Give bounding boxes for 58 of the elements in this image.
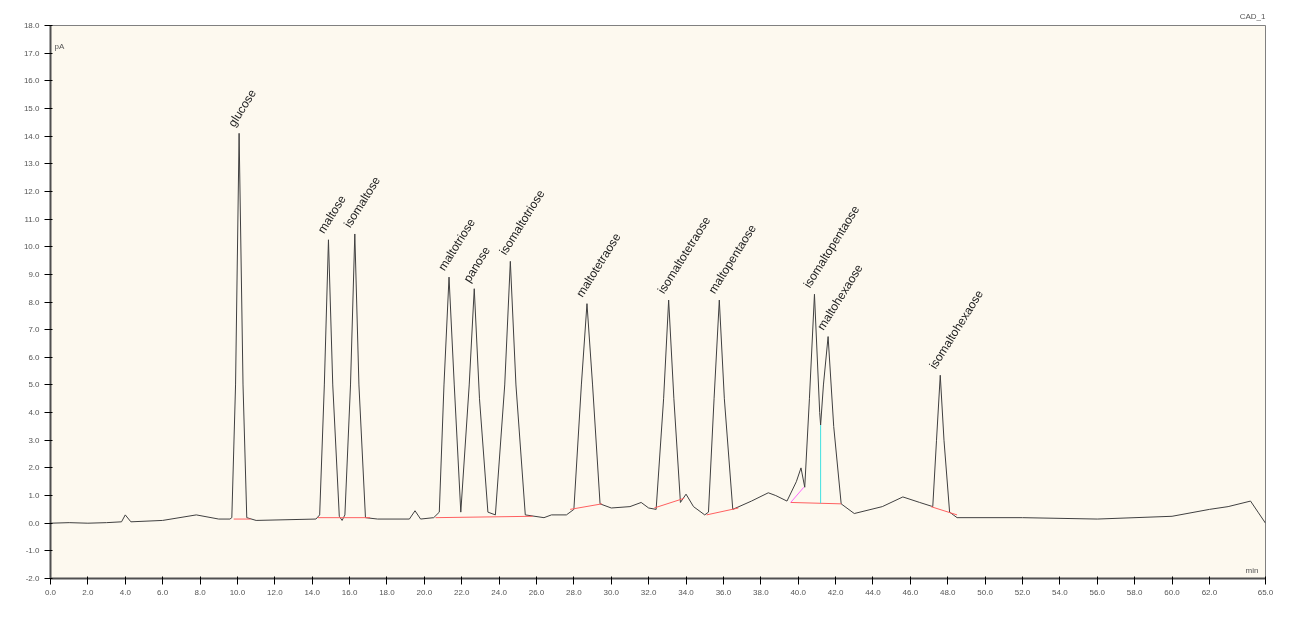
x-tick-label: 2.0 xyxy=(82,587,94,597)
y-tick-label: 8.0 xyxy=(28,297,41,307)
x-tick-label: 40.0 xyxy=(790,587,807,597)
x-tick-label: 50.0 xyxy=(977,587,994,597)
x-tick-label: 36.0 xyxy=(715,587,732,597)
y-tick-label: 10.0 xyxy=(23,242,41,252)
x-axis-title: min xyxy=(1245,565,1259,575)
x-tick-label: 18.0 xyxy=(379,587,396,597)
x-tick-label: 42.0 xyxy=(827,587,844,597)
y-axis-title: pA xyxy=(54,41,65,51)
x-tick-label: 44.0 xyxy=(865,587,882,597)
y-tick-label: 12.0 xyxy=(23,186,41,196)
x-tick-label: 48.0 xyxy=(939,587,957,597)
x-tick-label: 12.0 xyxy=(267,587,284,597)
x-tick-label: 14.0 xyxy=(304,587,321,597)
y-tick-label: 2.0 xyxy=(28,463,41,473)
x-tick-label: 20.0 xyxy=(416,587,433,597)
y-tick-label: 18.0 xyxy=(23,21,41,30)
x-tick-label: 4.0 xyxy=(119,587,132,597)
chart-title: CAD_1 xyxy=(1239,11,1267,21)
y-tick-label: 4.0 xyxy=(28,408,41,418)
y-tick-label: 0.0 xyxy=(28,518,41,528)
y-tick-label: 11.0 xyxy=(24,214,41,224)
y-tick-label: 3.0 xyxy=(28,435,41,445)
y-tick-label: 14.0 xyxy=(23,131,41,141)
y-tick-label: 15.0 xyxy=(23,103,41,113)
y-tick-label: -2.0 xyxy=(25,574,41,583)
y-tick-label: 16.0 xyxy=(23,76,41,86)
x-tick-label: 16.0 xyxy=(341,587,358,597)
x-tick-label: 32.0 xyxy=(640,587,657,597)
x-tick-label: 65.0 xyxy=(1257,587,1274,597)
y-tick-label: -1.0 xyxy=(25,546,41,556)
x-tick-label: 52.0 xyxy=(1014,587,1031,597)
x-tick-label: 22.0 xyxy=(453,587,471,597)
x-tick-label: 60.0 xyxy=(1164,587,1181,597)
y-tick-label: 6.0 xyxy=(28,352,41,362)
line-series xyxy=(50,132,1266,524)
x-tick-label: 30.0 xyxy=(603,587,620,597)
x-tick-label: 8.0 xyxy=(194,587,207,597)
y-tick-label: 7.0 xyxy=(28,325,41,335)
x-tick-label: 34.0 xyxy=(678,587,695,597)
x-tick-label: 10.0 xyxy=(229,587,246,597)
x-tick-label: 0.0 xyxy=(44,587,57,597)
x-tick-label: 24.0 xyxy=(491,587,508,597)
x-tick-label: 28.0 xyxy=(566,587,583,597)
y-tick-label: 9.0 xyxy=(28,269,41,279)
x-tick-label: 62.0 xyxy=(1201,587,1218,597)
x-tick-label: 54.0 xyxy=(1052,587,1069,597)
x-tick-label: 46.0 xyxy=(902,587,919,597)
y-tick-label: 1.0 xyxy=(28,491,41,501)
y-tick-label: 13.0 xyxy=(23,159,41,169)
x-tick-label: 26.0 xyxy=(528,587,545,597)
x-tick-label: 6.0 xyxy=(157,587,169,597)
y-tick-label: 5.0 xyxy=(28,380,41,390)
y-tick-label: 17.0 xyxy=(23,48,41,58)
x-tick-label: 56.0 xyxy=(1089,587,1106,597)
x-tick-label: 38.0 xyxy=(753,587,770,597)
x-tick-label: 58.0 xyxy=(1126,587,1143,597)
